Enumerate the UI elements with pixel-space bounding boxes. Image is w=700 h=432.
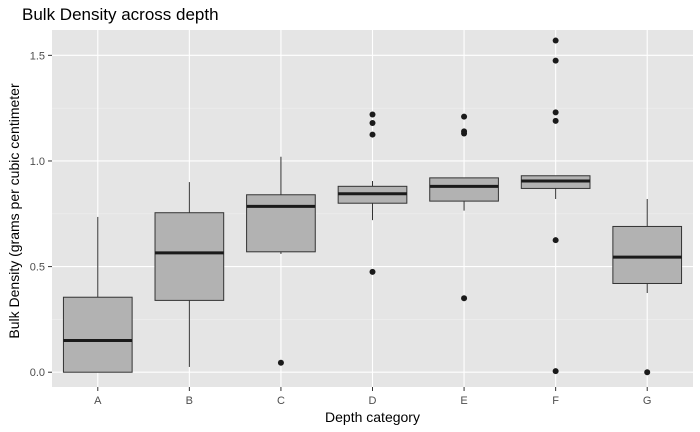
y-tick-label: 1.5 [30,50,45,62]
box-G [612,225,683,284]
outlier-point [369,119,376,126]
x-tick-label: G [643,395,652,407]
outlier-point [552,368,559,375]
x-tick-label: C [277,395,285,407]
outlier-point [552,57,559,64]
y-tick-label: 1.0 [30,156,45,168]
y-tick-label: 0.5 [30,262,45,274]
outlier-point [552,117,559,124]
outlier-point [277,359,284,366]
axes: 0.0 0.5 1.0 1.5 A B C D E F G [30,50,652,407]
outlier-point [369,268,376,275]
boxes [62,175,683,373]
x-tick-label: D [369,395,377,407]
x-tick-label: A [94,395,102,407]
x-tick-label: F [552,395,559,407]
box-C [246,194,316,253]
whiskers [97,156,648,367]
outlier-point [552,109,559,116]
box-A [62,296,133,373]
outlier-point [644,369,651,376]
y-axis-title: Bulk Density (grams per cubic centimeter [6,83,22,339]
outlier-point [461,113,468,120]
x-axis-title: Depth category [325,409,420,425]
outlier-point [369,131,376,138]
y-tick-label: 0.0 [30,367,45,379]
outlier-point [552,37,559,44]
x-tick-label: B [186,395,193,407]
x-tick-label: E [460,395,467,407]
outlier-point [461,295,468,302]
chart-title: Bulk Density across depth [22,5,219,24]
outliers [277,37,651,376]
outlier-point [552,237,559,244]
box-E [429,177,499,202]
box-B [154,212,225,301]
outlier-point [461,130,468,137]
outlier-point [369,111,376,118]
